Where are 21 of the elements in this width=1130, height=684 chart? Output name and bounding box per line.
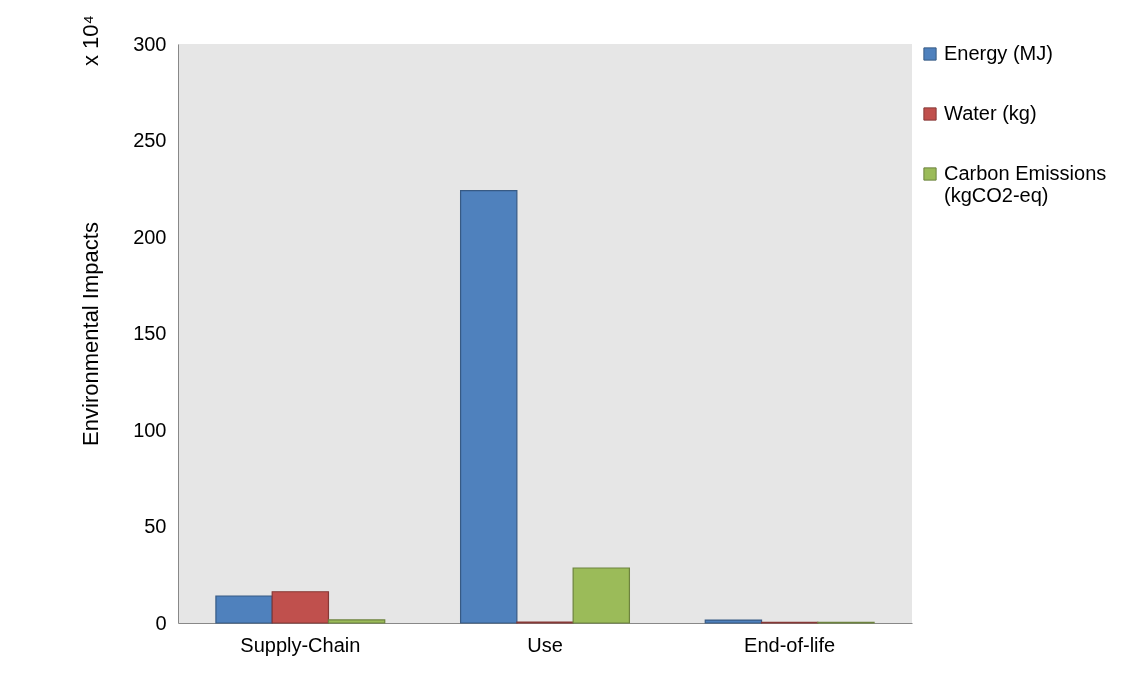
bar — [704, 619, 763, 624]
y-tick-label: 250 — [133, 129, 167, 151]
y-tick-label: 200 — [133, 225, 167, 248]
y-tick-label: 100 — [133, 418, 167, 441]
legend-label: Carbon Emissions (kgCO2-eq) — [944, 162, 1107, 206]
text: x 10⁴ — [78, 14, 104, 66]
bar — [271, 591, 330, 624]
legend-label: Energy (MJ) — [944, 42, 1053, 64]
x-tick-label: Supply-Chain — [240, 633, 361, 656]
x-tick-label: End-of-life — [744, 633, 836, 656]
bar — [572, 567, 631, 624]
legend-label: Water (kg) — [944, 102, 1037, 124]
y-axis-title: Environmental Impacts — [78, 222, 104, 446]
bar — [327, 619, 386, 624]
bar — [215, 595, 273, 624]
y-tick-label: 50 — [144, 515, 167, 537]
y-tick-label: 300 — [133, 32, 167, 55]
bar — [459, 190, 518, 624]
x-tick-label: Use — [527, 633, 563, 656]
y-tick-label: 150 — [133, 322, 167, 344]
y-tick-label: 0 — [155, 611, 167, 634]
